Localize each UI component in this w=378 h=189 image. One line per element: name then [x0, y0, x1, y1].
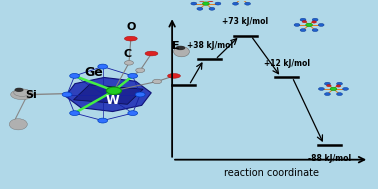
- Circle shape: [128, 111, 138, 115]
- Circle shape: [135, 92, 145, 97]
- Circle shape: [318, 23, 324, 26]
- Ellipse shape: [124, 61, 133, 65]
- Circle shape: [215, 2, 221, 5]
- Circle shape: [62, 92, 72, 97]
- Ellipse shape: [124, 36, 137, 41]
- Circle shape: [98, 64, 108, 69]
- Text: W: W: [105, 94, 119, 107]
- Circle shape: [294, 23, 300, 26]
- Text: Ge: Ge: [84, 66, 103, 79]
- Circle shape: [306, 23, 313, 27]
- Text: O: O: [126, 22, 136, 33]
- Circle shape: [318, 88, 324, 90]
- Text: +73 kJ/mol: +73 kJ/mol: [222, 17, 268, 26]
- Circle shape: [300, 18, 306, 21]
- Ellipse shape: [153, 79, 162, 84]
- Circle shape: [302, 20, 307, 23]
- Ellipse shape: [167, 74, 180, 78]
- Text: -88 kJ/mol: -88 kJ/mol: [308, 154, 351, 163]
- Circle shape: [330, 87, 337, 91]
- Polygon shape: [73, 85, 143, 104]
- Circle shape: [209, 0, 213, 2]
- Ellipse shape: [176, 46, 184, 50]
- Circle shape: [312, 21, 316, 23]
- Circle shape: [203, 2, 209, 5]
- Circle shape: [336, 93, 342, 96]
- Circle shape: [232, 2, 239, 5]
- Ellipse shape: [107, 87, 121, 94]
- Ellipse shape: [174, 46, 189, 57]
- Text: +12 kJ/mol: +12 kJ/mol: [263, 59, 310, 68]
- Circle shape: [197, 7, 203, 10]
- Ellipse shape: [11, 89, 33, 100]
- Text: reaction coordinate: reaction coordinate: [224, 168, 319, 178]
- Polygon shape: [65, 77, 151, 112]
- Text: E: E: [172, 41, 180, 51]
- Circle shape: [336, 85, 341, 87]
- Circle shape: [70, 111, 79, 115]
- Circle shape: [128, 74, 138, 78]
- Circle shape: [312, 18, 318, 21]
- Circle shape: [199, 0, 204, 2]
- Circle shape: [327, 84, 331, 87]
- Circle shape: [245, 2, 251, 5]
- Circle shape: [324, 93, 330, 96]
- Circle shape: [191, 2, 197, 5]
- Circle shape: [342, 88, 349, 90]
- Circle shape: [209, 7, 215, 10]
- Ellipse shape: [15, 88, 23, 91]
- Ellipse shape: [145, 51, 158, 56]
- Ellipse shape: [14, 89, 30, 96]
- Text: +38 kJ/mol: +38 kJ/mol: [187, 41, 233, 50]
- Circle shape: [312, 29, 318, 32]
- Circle shape: [98, 118, 108, 123]
- Circle shape: [336, 82, 342, 85]
- Circle shape: [70, 74, 79, 78]
- Ellipse shape: [136, 68, 145, 73]
- Circle shape: [324, 82, 330, 85]
- Ellipse shape: [9, 119, 27, 130]
- Text: C: C: [123, 49, 131, 59]
- Text: Si: Si: [26, 90, 37, 99]
- Circle shape: [300, 29, 306, 32]
